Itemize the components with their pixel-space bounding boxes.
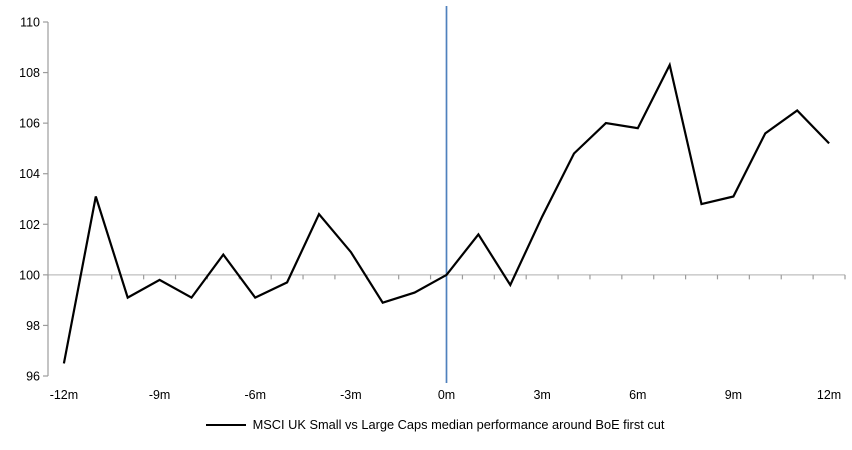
y-tick-label: 108 <box>19 66 40 80</box>
x-tick-label: 6m <box>629 388 646 402</box>
series-line <box>62 61 830 364</box>
y-tick-label: 104 <box>19 167 40 181</box>
x-tick-label: 3m <box>533 388 550 402</box>
y-tick-label: 106 <box>19 117 40 131</box>
legend: MSCI UK Small vs Large Caps median perfo… <box>9 417 852 432</box>
x-tick-label: -9m <box>149 388 171 402</box>
y-tick-label: 96 <box>26 370 40 384</box>
x-tick-label: -12m <box>50 388 78 402</box>
y-tick-label: 98 <box>26 319 40 333</box>
x-tick-label: -3m <box>340 388 362 402</box>
y-tick-label: 110 <box>20 16 40 30</box>
legend-series-label: MSCI UK Small vs Large Caps median perfo… <box>252 417 665 432</box>
x-tick-label: 12m <box>817 388 841 402</box>
y-tick-label: 100 <box>19 268 40 282</box>
x-tick-label: 0m <box>438 388 455 402</box>
y-tick-label: 102 <box>19 218 40 232</box>
x-tick-label: -6m <box>244 388 266 402</box>
x-tick-label: 9m <box>725 388 742 402</box>
legend-line-marker <box>205 423 246 426</box>
